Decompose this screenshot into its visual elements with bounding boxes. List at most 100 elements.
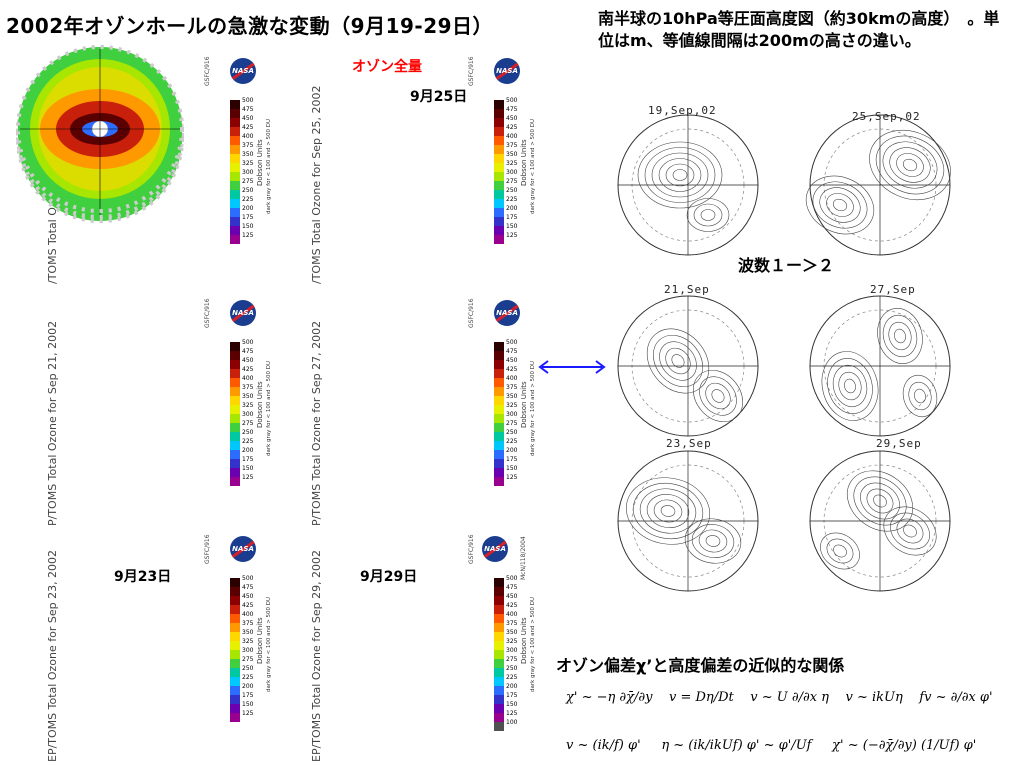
colorbar-tick-label: 425 — [242, 124, 254, 131]
contour-map — [617, 114, 759, 256]
contour-map-date: 19,Sep,02 — [648, 104, 717, 117]
contour-map-date: 25,Sep,02 — [852, 110, 921, 123]
colorbar-labels: 500 475 450 425 400 375 350 325 300 275 250 225 200 1… — [506, 574, 517, 727]
formula-4: v ~ ikUη — [845, 690, 903, 705]
colorbar-tick-label: 150 — [242, 701, 254, 708]
colorbar-tick-label: 225 — [242, 674, 254, 681]
colorbar-tick-label: 500 — [506, 97, 518, 104]
ozone-total-label: オゾン全量 — [352, 59, 422, 75]
ozone-panel: P/TOMS Total Ozone for Sep 21, 2002 GSFC/… — [46, 298, 286, 528]
colorbar-tick-label: 475 — [506, 348, 518, 355]
colorbar-tick-label: 375 — [242, 142, 254, 149]
nasa-logo-icon: NASA — [230, 58, 256, 84]
colorbar-tick-label: 250 — [506, 187, 518, 194]
colorbar-tick-label: 300 — [242, 647, 254, 654]
colorbar-tick-label: 325 — [242, 402, 254, 409]
colorbar — [494, 342, 504, 486]
colorbar-tick-label: 225 — [506, 674, 518, 681]
contour-map — [809, 450, 951, 592]
colorbar-labels: 500 475 450 425 400 375 350 325 300 275 250 225 200 1… — [506, 338, 517, 482]
colorbar-tick-label: 300 — [506, 411, 518, 418]
colorbar-tick-label: 500 — [242, 97, 254, 104]
contour-map-date: 21,Sep — [664, 283, 710, 296]
colorbar-tick-label: 375 — [506, 384, 518, 391]
formula-6: v ~ (ik/f) φ' — [566, 738, 641, 753]
contour-map-description: 南半球の10hPa等圧面高度図（約30kmの高度） 。単位はm、等値線間隔は20… — [598, 9, 1000, 50]
colorbar-tick-label: 400 — [242, 375, 254, 382]
colorbar-tick-label: 175 — [506, 214, 518, 221]
colorbar-tick-label: 125 — [506, 232, 518, 239]
colorbar-tick-label: 275 — [242, 420, 254, 427]
colorbar-tick-label: 125 — [242, 474, 254, 481]
colorbar-tick-label: 425 — [242, 366, 254, 373]
colorbar-tick-label: 200 — [242, 683, 254, 690]
colorbar-tick-label: 500 — [506, 339, 518, 346]
contour-map-date: 27,Sep — [870, 283, 916, 296]
colorbar-tick-label: 150 — [506, 465, 518, 472]
colorbar-tick-label: 275 — [506, 656, 518, 663]
formula-2: v = Dη/Dt — [669, 690, 734, 705]
colorbar-tick-label: 350 — [242, 629, 254, 636]
colorbar-tick-label: 325 — [506, 638, 518, 645]
colorbar-tick-label: 150 — [506, 701, 518, 708]
colorbar-tick-label: 150 — [506, 223, 518, 230]
colorbar-tick-label: 425 — [242, 602, 254, 609]
colorbar-tick-label: 225 — [506, 438, 518, 445]
colorbar-tick-label: 300 — [506, 647, 518, 654]
colorbar-tick-label: 150 — [242, 223, 254, 230]
date-label: 9月29日 — [360, 569, 418, 585]
colorbar-tick-label: 200 — [506, 683, 518, 690]
colorbar-tick-label: 275 — [506, 178, 518, 185]
colorbar-tick-label: 500 — [242, 575, 254, 582]
colorbar-labels: 500 475 450 425 400 375 350 325 300 275 250 225 200 1… — [242, 338, 253, 482]
colorbar-tick-label: 450 — [506, 593, 518, 600]
colorbar — [494, 100, 504, 244]
colorbar-tick-label: 125 — [242, 232, 254, 239]
nasa-logo-icon: NASA — [230, 300, 256, 326]
colorbar-tick-label: 175 — [506, 456, 518, 463]
colorbar-tick-label: 250 — [242, 429, 254, 436]
colorbar-tick-label: 200 — [506, 447, 518, 454]
ozone-panel: P/TOMS Total Ozone for Sep 27, 2002 GSFC/… — [310, 298, 550, 528]
colorbar-tick-label: 300 — [506, 169, 518, 176]
wave-number-label: 波数１ー＞２ — [738, 256, 835, 275]
colorbar-tick-label: 125 — [242, 710, 254, 717]
contour-map — [809, 295, 951, 437]
colorbar-tick-label: 325 — [242, 638, 254, 645]
double-arrow-icon — [538, 360, 606, 374]
colorbar-tick-label: 350 — [506, 151, 518, 158]
colorbar-tick-label: 500 — [242, 339, 254, 346]
colorbar-tick-label: 475 — [506, 584, 518, 591]
colorbar-tick-label: 225 — [242, 196, 254, 203]
colorbar-tick-label: 450 — [242, 357, 254, 364]
colorbar — [230, 342, 240, 486]
nasa-logo-icon: NASA — [494, 58, 520, 84]
colorbar-tick-label: 400 — [242, 133, 254, 140]
colorbar-tick-label: 250 — [506, 665, 518, 672]
colorbar-tick-label: 225 — [506, 196, 518, 203]
colorbar-tick-label: 200 — [506, 205, 518, 212]
colorbar-tick-label: 200 — [242, 205, 254, 212]
colorbar-tick-label: 375 — [506, 620, 518, 627]
colorbar-labels: 500 475 450 425 400 375 350 325 300 275 250 225 200 1… — [242, 96, 253, 240]
colorbar-tick-label: 300 — [242, 169, 254, 176]
date-label: 9月23日 — [114, 569, 172, 585]
colorbar-tick-label: 100 — [506, 719, 518, 726]
colorbar-tick-label: 475 — [242, 106, 254, 113]
colorbar-tick-label: 450 — [242, 115, 254, 122]
colorbar-tick-label: 175 — [242, 456, 254, 463]
colorbar-tick-label: 350 — [242, 151, 254, 158]
colorbar-tick-label: 400 — [242, 611, 254, 618]
colorbar — [230, 578, 240, 722]
formula-1: χ' ~ −η ∂χ̄/∂y — [566, 690, 653, 705]
colorbar-tick-label: 375 — [506, 142, 518, 149]
colorbar-tick-label: 425 — [506, 602, 518, 609]
colorbar-tick-label: 350 — [506, 393, 518, 400]
colorbar-tick-label: 125 — [506, 474, 518, 481]
colorbar-tick-label: 175 — [242, 692, 254, 699]
page-title: 2002年オゾンホールの急激な変動（9月19-29日） — [6, 14, 494, 38]
colorbar-tick-label: 225 — [242, 438, 254, 445]
colorbar — [494, 578, 504, 731]
colorbar-tick-label: 475 — [242, 348, 254, 355]
